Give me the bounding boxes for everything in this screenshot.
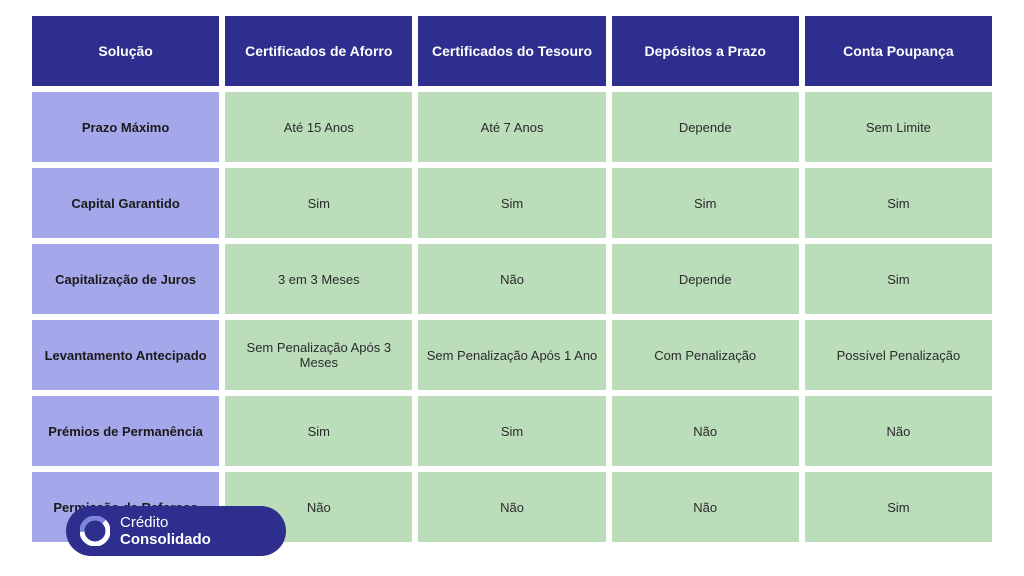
- cell-value: Não: [418, 244, 605, 314]
- cell-value: Até 15 Anos: [225, 92, 412, 162]
- row-label: Capitalização de Juros: [32, 244, 219, 314]
- cell-value: Sim: [418, 168, 605, 238]
- table-row: Prazo Máximo Até 15 Anos Até 7 Anos Depe…: [32, 92, 992, 162]
- col-header: Conta Poupança: [805, 16, 992, 86]
- brand-line2: Consolidado: [120, 531, 211, 548]
- col-header: Depósitos a Prazo: [612, 16, 799, 86]
- cell-value: Sim: [612, 168, 799, 238]
- cell-value: Sem Limite: [805, 92, 992, 162]
- col-header: Certificados do Tesouro: [418, 16, 605, 86]
- cell-value: Sim: [805, 168, 992, 238]
- cell-value: Sem Penalização Após 3 Meses: [225, 320, 412, 390]
- cell-value: Sim: [418, 396, 605, 466]
- row-label: Prazo Máximo: [32, 92, 219, 162]
- table-row: Levantamento Antecipado Sem Penalização …: [32, 320, 992, 390]
- cell-value: Sim: [805, 244, 992, 314]
- cell-value: Depende: [612, 244, 799, 314]
- brand-line1: Crédito: [120, 514, 168, 531]
- table-row: Prémios de Permanência Sim Sim Não Não: [32, 396, 992, 466]
- row-label: Capital Garantido: [32, 168, 219, 238]
- table-row: Capital Garantido Sim Sim Sim Sim: [32, 168, 992, 238]
- cell-value: Não: [612, 472, 799, 542]
- brand-circle-icon: [80, 516, 110, 546]
- cell-value: Sim: [225, 396, 412, 466]
- row-label: Levantamento Antecipado: [32, 320, 219, 390]
- brand-text: Crédito Consolidado: [120, 514, 211, 549]
- cell-value: Até 7 Anos: [418, 92, 605, 162]
- cell-value: Com Penalização: [612, 320, 799, 390]
- row-label: Prémios de Permanência: [32, 396, 219, 466]
- brand-badge: Crédito Consolidado: [66, 506, 286, 556]
- col-header: Certificados de Aforro: [225, 16, 412, 86]
- table-header-row: Solução Certificados de Aforro Certifica…: [32, 16, 992, 86]
- col-header: Solução: [32, 16, 219, 86]
- cell-value: Sim: [225, 168, 412, 238]
- cell-value: Não: [805, 396, 992, 466]
- cell-value: 3 em 3 Meses: [225, 244, 412, 314]
- cell-value: Sem Penalização Após 1 Ano: [418, 320, 605, 390]
- table-row: Capitalização de Juros 3 em 3 Meses Não …: [32, 244, 992, 314]
- cell-value: Não: [418, 472, 605, 542]
- cell-value: Possível Penalização: [805, 320, 992, 390]
- cell-value: Não: [612, 396, 799, 466]
- comparison-table: Solução Certificados de Aforro Certifica…: [32, 16, 992, 542]
- cell-value: Sim: [805, 472, 992, 542]
- cell-value: Depende: [612, 92, 799, 162]
